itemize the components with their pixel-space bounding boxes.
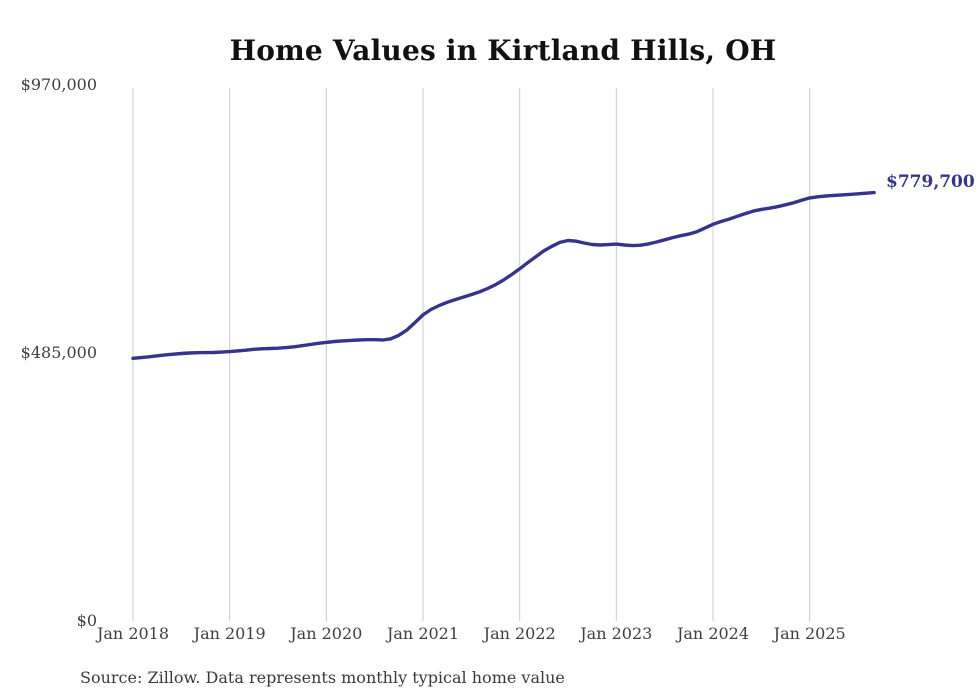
y-axis-tick-label-top: $970,000 [20, 75, 97, 94]
x-axis-tick-label: Jan 2022 [483, 624, 556, 643]
x-axis-tick-label: Jan 2020 [290, 624, 363, 643]
x-axis-tick-label: Jan 2018 [96, 624, 170, 643]
x-axis-tick-label: Jan 2021 [386, 624, 460, 643]
value-line [131, 190, 876, 360]
y-axis-tick-label-mid: $485,000 [20, 343, 97, 362]
latest-value-label: $779,700 [886, 172, 975, 192]
x-axis-tick-label: Jan 2023 [580, 624, 653, 643]
x-axis-tick-label: Jan 2025 [773, 624, 846, 643]
x-axis-tick-label: Jan 2024 [676, 624, 750, 643]
chart-title: Home Values in Kirtland Hills, OH [229, 34, 777, 67]
source-note: Source: Zillow. Data represents monthly … [80, 668, 565, 687]
y-axis-tick-label-zero: $0 [76, 611, 97, 630]
x-axis-tick-label: Jan 2019 [193, 624, 266, 643]
